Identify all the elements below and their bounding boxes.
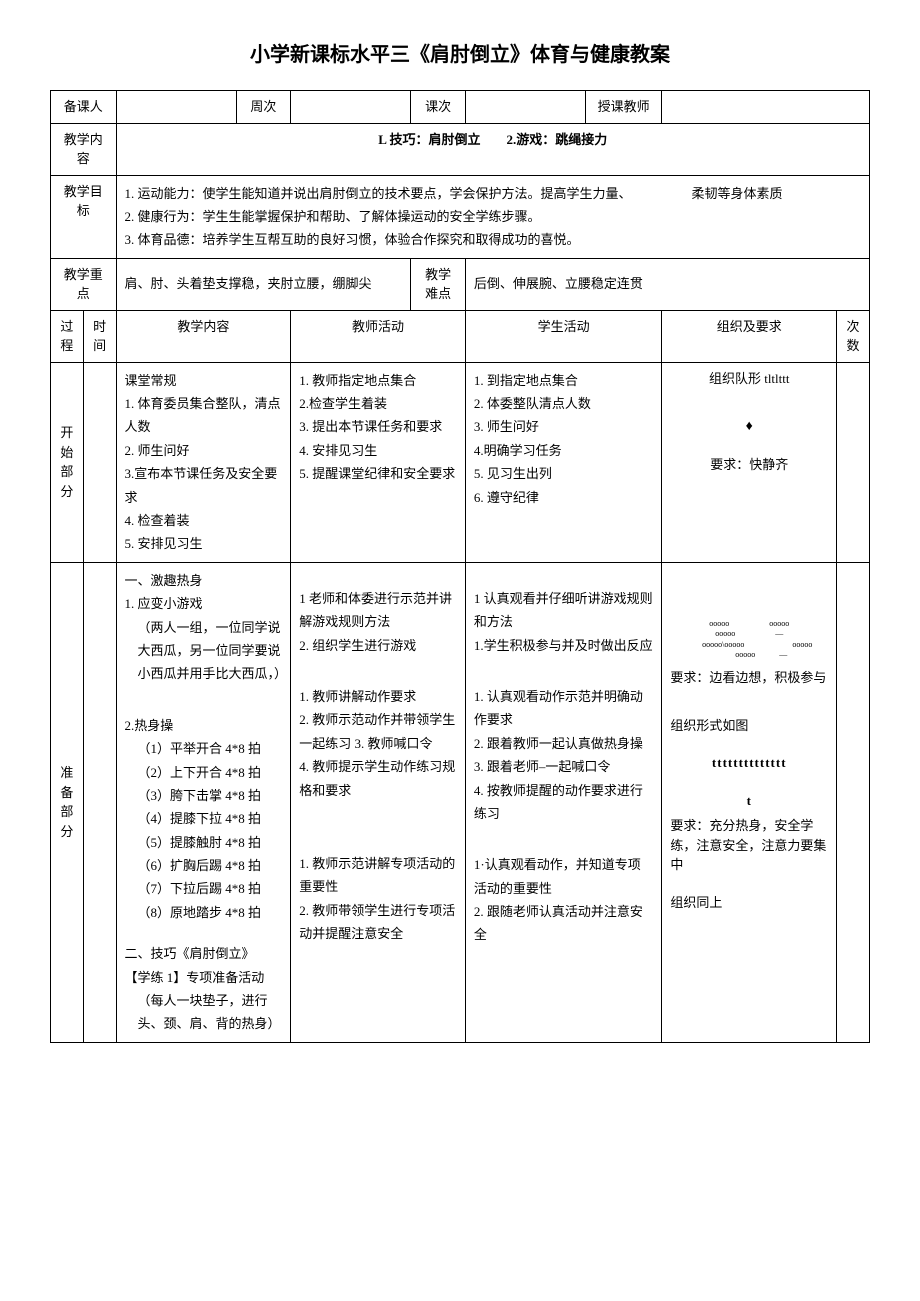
colh-teacher: 教师活动 [291, 310, 466, 362]
prep-t2: 1. 教师讲解动作要求 2. 教师示范动作并带领学生一起练习 3. 教师喊口令 … [299, 685, 457, 802]
lesson-plan-table: 备课人 周次 课次 授课教师 教学内 容 L 技巧：肩肘倒立 2.游戏：跳绳接力… [50, 90, 870, 1043]
start-org-sym: ♦ [670, 416, 828, 437]
label-instructor: 授课教师 [585, 91, 661, 124]
cell-instructor [662, 91, 870, 124]
cell-lesson-no [465, 91, 585, 124]
cell-start-teacher: 1. 教师指定地点集合 2.检查学生着装 3. 提出本节课任务和要求 4. 安排… [291, 362, 466, 562]
colh-student: 学生活动 [465, 310, 662, 362]
label-preparer: 备课人 [51, 91, 117, 124]
start-org-req: 要求：快静齐 [670, 455, 828, 475]
cell-prep-content: 一、激趣热身 1. 应变小游戏 （两人一组，一位同学说大西瓜，另一位同学要说小西… [116, 562, 291, 1042]
prep-s1: 1 认真观看并仔细听讲游戏规则和方法 1.学生积极参与并及时做出反应 [474, 587, 654, 657]
label-diffpoint: 教学难点 [411, 258, 466, 310]
prep-b2-title: 二、技巧《肩肘倒立》 [125, 942, 283, 965]
label-week: 周次 [236, 91, 291, 124]
prep-t1: 1 老师和体委进行示范并讲解游戏规则方法 2. 组织学生进行游戏 [299, 587, 457, 657]
colh-content: 教学内容 [116, 310, 291, 362]
prep-org2-title: 组织形式如图 [670, 716, 828, 736]
prep-b1-title: 一、激趣热身 [125, 569, 283, 592]
colh-org: 组织及要求 [662, 310, 837, 362]
row-teaching-content: 教学内 容 L 技巧：肩肘倒立 2.游戏：跳绳接力 [51, 123, 870, 175]
cell-week [291, 91, 411, 124]
prep-org2-syms: tttttttttttttt [670, 753, 828, 773]
label-prep: 准备 部分 [51, 562, 84, 1042]
goal-1-right: 柔韧等身体素质 [632, 182, 783, 205]
prep-b1-2-i7: （8）原地踏步 4*8 拍 [125, 901, 283, 924]
row-key-diff: 教学重 点 肩、肘、头着垫支撑稳，夹肘立腰，绷脚尖 教学难点 后倒、伸展腕、立腰… [51, 258, 870, 310]
prep-b1-1: 1. 应变小游戏 [125, 592, 283, 615]
prep-s3: 1·认真观看动作，并知道专项活动的重要性 2. 跟随老师认真活动并注意安全 [474, 853, 654, 947]
cell-keypoint: 肩、肘、头着垫支撑稳，夹肘立腰，绷脚尖 [116, 258, 411, 310]
label-start: 开始 部分 [51, 362, 84, 562]
prep-b1-2-i6: （7）下拉后踢 4*8 拍 [125, 877, 283, 900]
prep-b1-2-i0: （1）平举开合 4*8 拍 [125, 737, 283, 760]
prep-org2-sym2: t [670, 791, 828, 811]
header-info-row: 备课人 周次 课次 授课教师 [51, 91, 870, 124]
row-prep: 准备 部分 一、激趣热身 1. 应变小游戏 （两人一组，一位同学说大西瓜，另一位… [51, 562, 870, 1042]
prep-b2-desc: （每人一块垫子，进行头、颈、肩、背的热身） [125, 989, 283, 1036]
goal-3: 3. 体育品德：培养学生互帮互助的良好习惯，体验合作探究和取得成功的喜悦。 [125, 228, 861, 251]
start-org-title: 组织队形 tltlttt [670, 369, 828, 389]
prep-org1-syms: ooooo ooooo ooooo — ooooo\ooooo ooooo oo… [670, 619, 828, 661]
prep-b1-2-i1: （2）上下开合 4*8 拍 [125, 761, 283, 784]
prep-b1-2-i2: （3）胯下击掌 4*8 拍 [125, 784, 283, 807]
colh-process: 过程 [51, 310, 84, 362]
cell-start-org: 组织队形 tltlttt ♦ 要求：快静齐 [662, 362, 837, 562]
cell-preparer [116, 91, 236, 124]
cell-start-content: 课堂常规 1. 体育委员集合整队，清点人数 2. 师生问好 3.宣布本节课任务及… [116, 362, 291, 562]
cell-content: L 技巧：肩肘倒立 2.游戏：跳绳接力 [116, 123, 869, 175]
cell-start-time [83, 362, 116, 562]
cell-diffpoint: 后倒、伸展腕、立腰稳定连贯 [465, 258, 869, 310]
prep-b2-sub: 【学练 1】专项准备活动 [125, 966, 283, 989]
colh-time: 时间 [83, 310, 116, 362]
cell-prep-time [83, 562, 116, 1042]
cell-goals: 1. 运动能力：使学生能知道并说出肩肘倒立的技术要点，学会保护方法。提高学生力量… [116, 175, 869, 258]
goal-2: 2. 健康行为：学生生能掌握保护和帮助、了解体操运动的安全学练步骤。 [125, 205, 861, 228]
page-title: 小学新课标水平三《肩肘倒立》体育与健康教案 [50, 40, 870, 70]
label-lesson-no: 课次 [411, 91, 466, 124]
prep-b1-2-i3: （4）提膝下拉 4*8 拍 [125, 807, 283, 830]
cell-start-student: 1. 到指定地点集合 2. 体委整队清点人数 3. 师生问好 4.明确学习任务 … [465, 362, 662, 562]
prep-t3: 1. 教师示范讲解专项活动的重要性 2. 教师带领学生进行专项活动并提醒注意安全 [299, 852, 457, 946]
prep-org2-req: 要求：充分热身，安全学练，注意安全，注意力要集中 [670, 816, 828, 875]
label-goals: 教学目 标 [51, 175, 117, 258]
cell-prep-teacher: 1 老师和体委进行示范并讲解游戏规则方法 2. 组织学生进行游戏 1. 教师讲解… [291, 562, 466, 1042]
prep-org1-req: 要求：边看边想，积极参与 [670, 668, 828, 688]
label-content: 教学内 容 [51, 123, 117, 175]
prep-b1-2-i4: （5）提膝触肘 4*8 拍 [125, 831, 283, 854]
colh-count: 次数 [837, 310, 870, 362]
label-keypoint: 教学重 点 [51, 258, 117, 310]
prep-org3: 组织同上 [670, 893, 828, 913]
prep-b1-2: 2.热身操 [125, 714, 283, 737]
cell-start-count [837, 362, 870, 562]
prep-s2: 1. 认真观看动作示范并明确动作要求 2. 跟着教师一起认真做热身操 3. 跟着… [474, 685, 654, 825]
cell-prep-count [837, 562, 870, 1042]
goal-1: 1. 运动能力：使学生能知道并说出肩肘倒立的技术要点，学会保护方法。提高学生力量… [125, 182, 632, 205]
row-col-headers: 过程 时间 教学内容 教师活动 学生活动 组织及要求 次数 [51, 310, 870, 362]
row-goals: 教学目 标 1. 运动能力：使学生能知道并说出肩肘倒立的技术要点，学会保护方法。… [51, 175, 870, 258]
cell-prep-org: ooooo ooooo ooooo — ooooo\ooooo ooooo oo… [662, 562, 837, 1042]
row-start: 开始 部分 课堂常规 1. 体育委员集合整队，清点人数 2. 师生问好 3.宣布… [51, 362, 870, 562]
prep-b1-1b: （两人一组，一位同学说大西瓜，另一位同学要说小西瓜并用手比大西瓜，） [125, 616, 283, 686]
cell-prep-student: 1 认真观看并仔细听讲游戏规则和方法 1.学生积极参与并及时做出反应 1. 认真… [465, 562, 662, 1042]
prep-b1-2-i5: （6）扩胸后踢 4*8 拍 [125, 854, 283, 877]
